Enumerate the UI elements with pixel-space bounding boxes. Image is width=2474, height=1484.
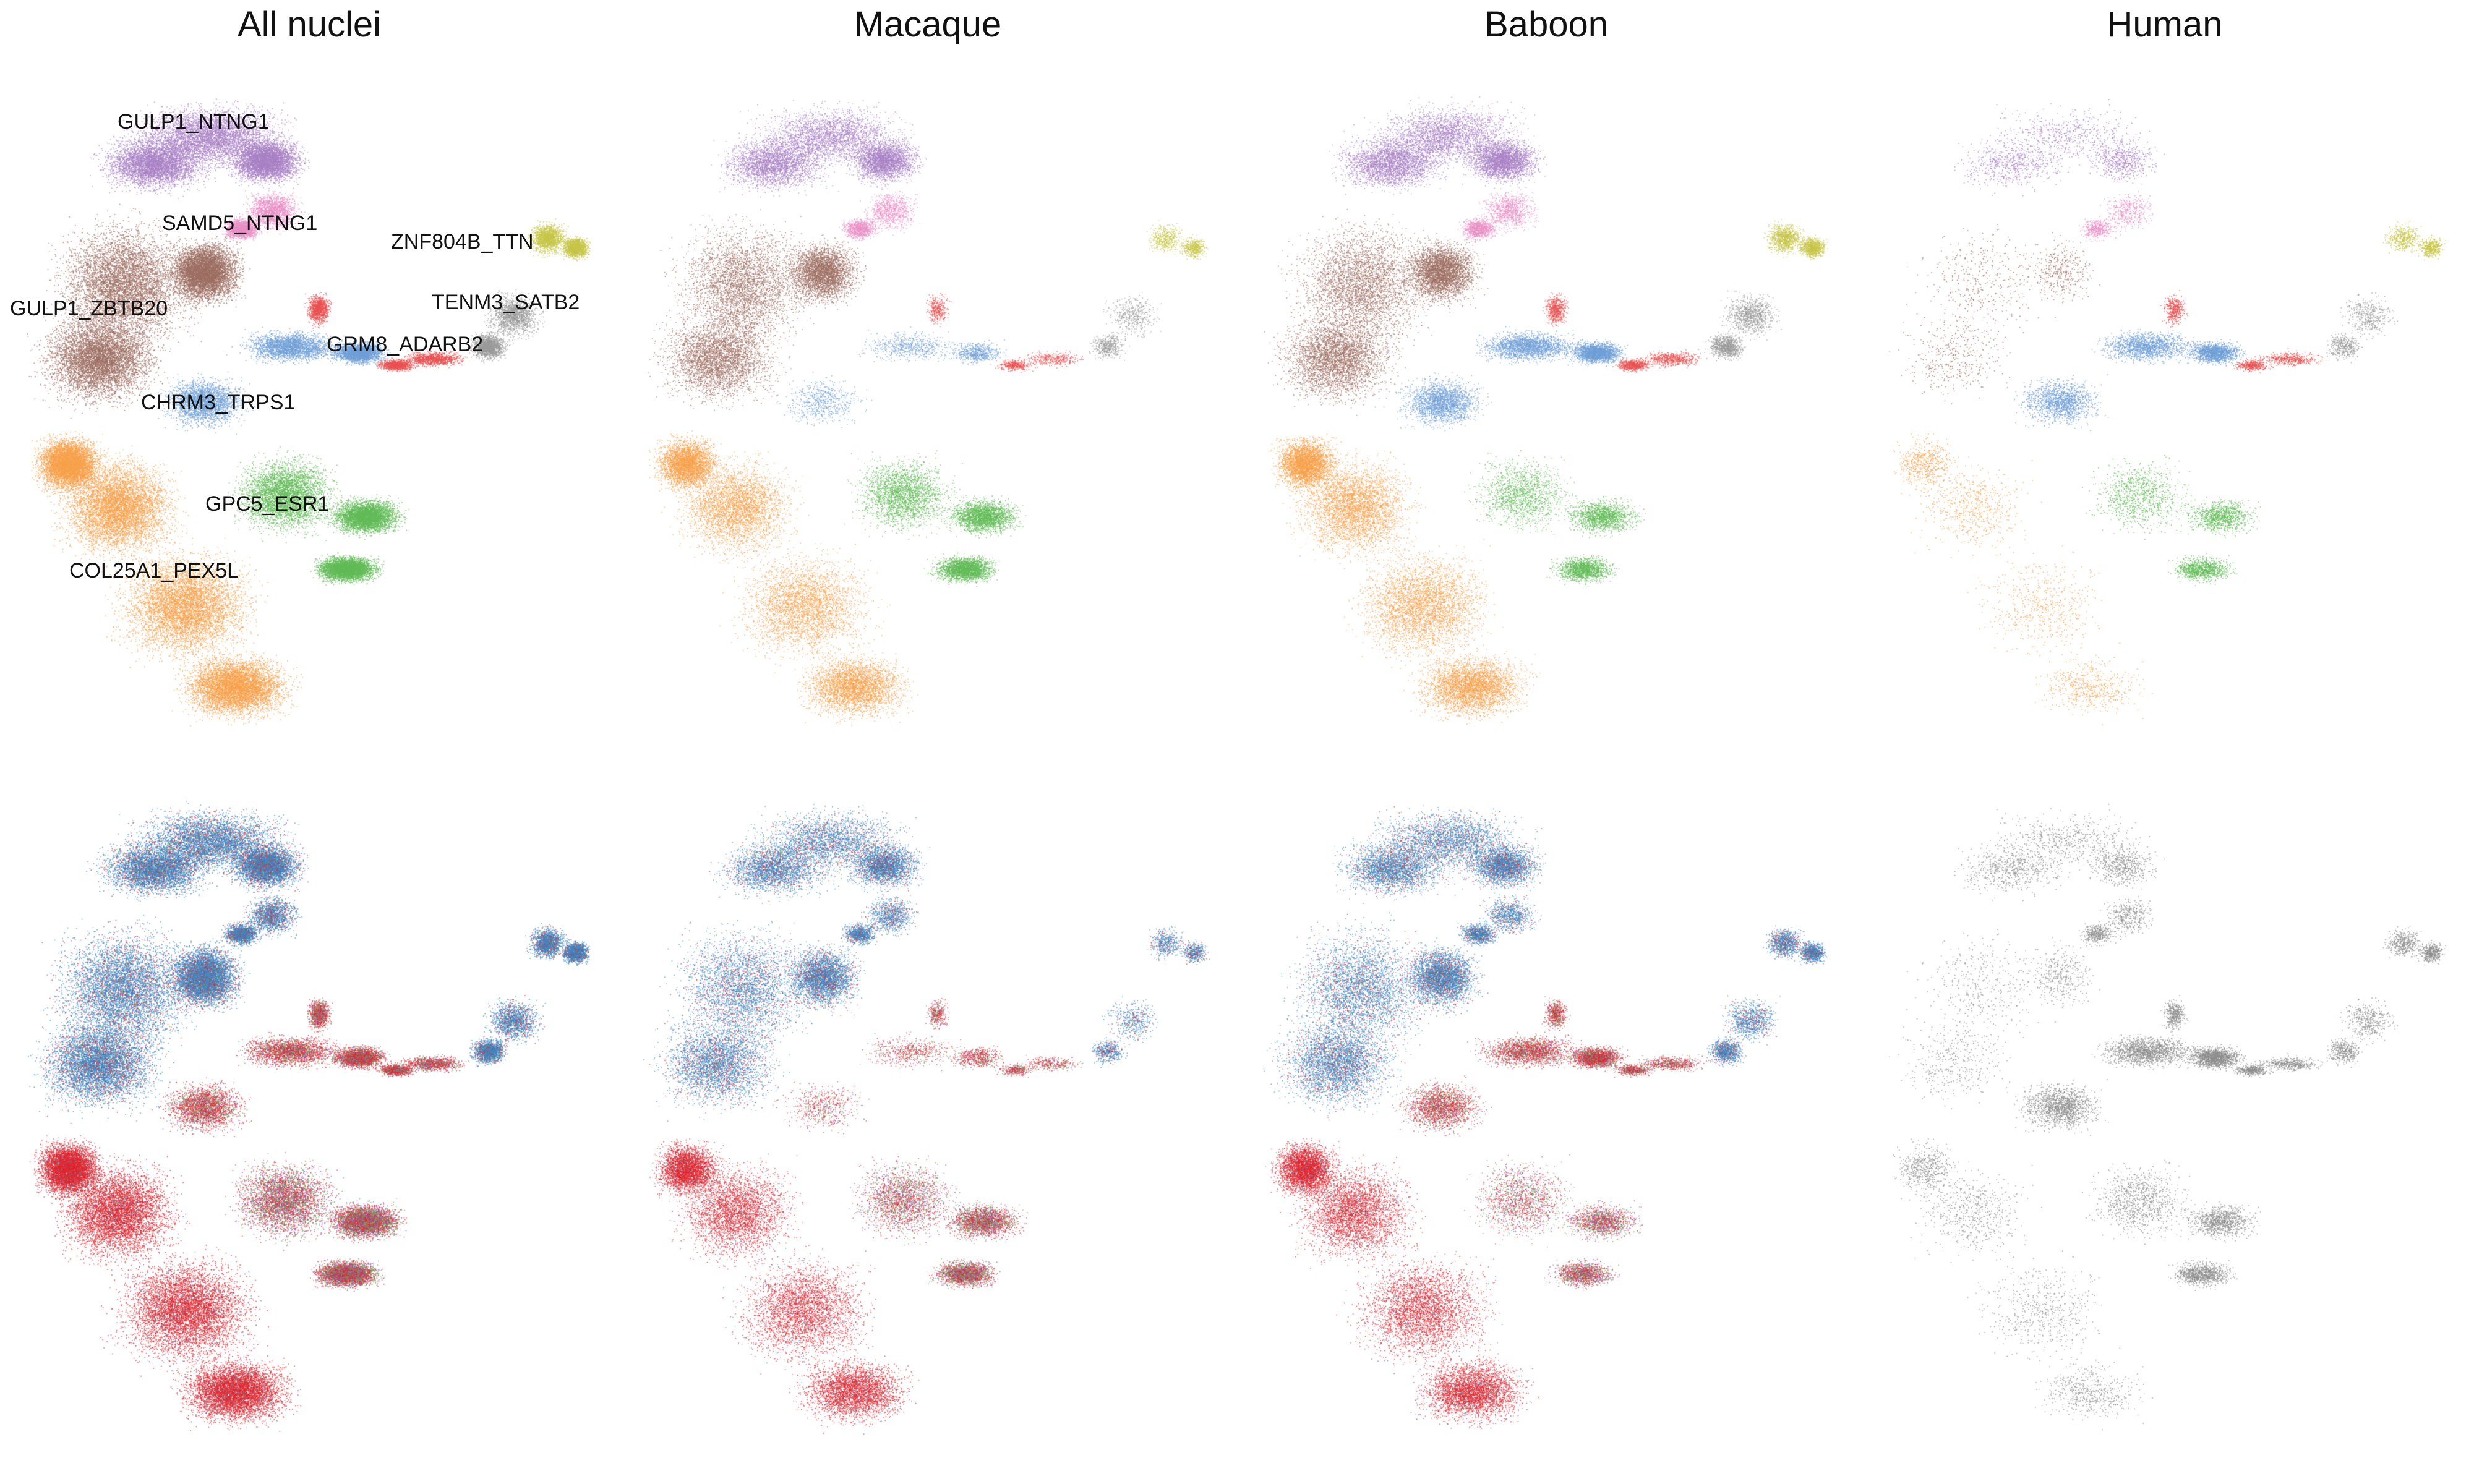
cluster-label-tenm3-satb2: TENM3_SATB2 bbox=[432, 291, 580, 314]
umap-panel-all-nuclei-conditions bbox=[0, 767, 618, 1459]
cluster-label-gpc5-esr1: GPC5_ESR1 bbox=[205, 492, 330, 516]
umap-panel-baboon-clusters bbox=[1237, 62, 1856, 754]
cluster-label-samd5-ntng1: SAMD5_NTNG1 bbox=[162, 211, 318, 235]
title-macaque: Macaque bbox=[854, 4, 1002, 45]
cluster-label-gulp1-ntng1: GULP1_NTNG1 bbox=[118, 110, 270, 134]
cluster-label-gulp1-zbtb20: GULP1_ZBTB20 bbox=[10, 297, 168, 320]
cluster-label-grm8-adarb2: GRM8_ADARB2 bbox=[327, 333, 484, 356]
cluster-label-znf804b-ttn: ZNF804B_TTN bbox=[391, 230, 534, 254]
umap-panel-human-clusters bbox=[1856, 62, 2474, 754]
umap-panel-baboon-conditions bbox=[1237, 767, 1856, 1459]
umap-panel-macaque-conditions bbox=[618, 767, 1237, 1459]
title-all-nuclei: All nuclei bbox=[237, 4, 382, 45]
umap-panel-macaque-clusters bbox=[618, 62, 1237, 754]
umap-panel-human-conditions bbox=[1856, 767, 2474, 1459]
cluster-label-col25a1-pex5l: COL25A1_PEX5L bbox=[69, 559, 239, 582]
umap-panel-all-nuclei-clusters bbox=[0, 62, 618, 754]
title-baboon: Baboon bbox=[1484, 4, 1608, 45]
title-human: Human bbox=[2107, 4, 2223, 45]
cluster-label-chrm3-trps1: CHRM3_TRPS1 bbox=[141, 391, 296, 414]
